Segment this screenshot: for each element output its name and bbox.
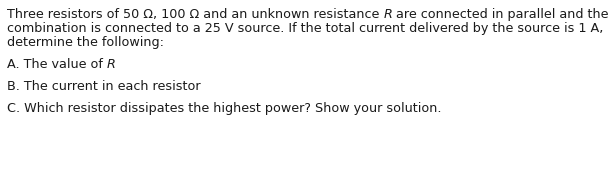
Text: C. Which resistor dissipates the highest power? Show your solution.: C. Which resistor dissipates the highest…: [7, 102, 442, 115]
Text: B. The current in each resistor: B. The current in each resistor: [7, 80, 200, 93]
Text: determine the following:: determine the following:: [7, 36, 164, 49]
Text: are connected in parallel and the: are connected in parallel and the: [392, 8, 609, 21]
Text: R: R: [384, 8, 392, 21]
Text: Three resistors of 50 Ω, 100 Ω and an unknown resistance: Three resistors of 50 Ω, 100 Ω and an un…: [7, 8, 384, 21]
Text: combination is connected to a 25 V source. If the total current delivered by the: combination is connected to a 25 V sourc…: [7, 22, 604, 35]
Text: A. The value of: A. The value of: [7, 58, 107, 71]
Text: R: R: [107, 58, 116, 71]
